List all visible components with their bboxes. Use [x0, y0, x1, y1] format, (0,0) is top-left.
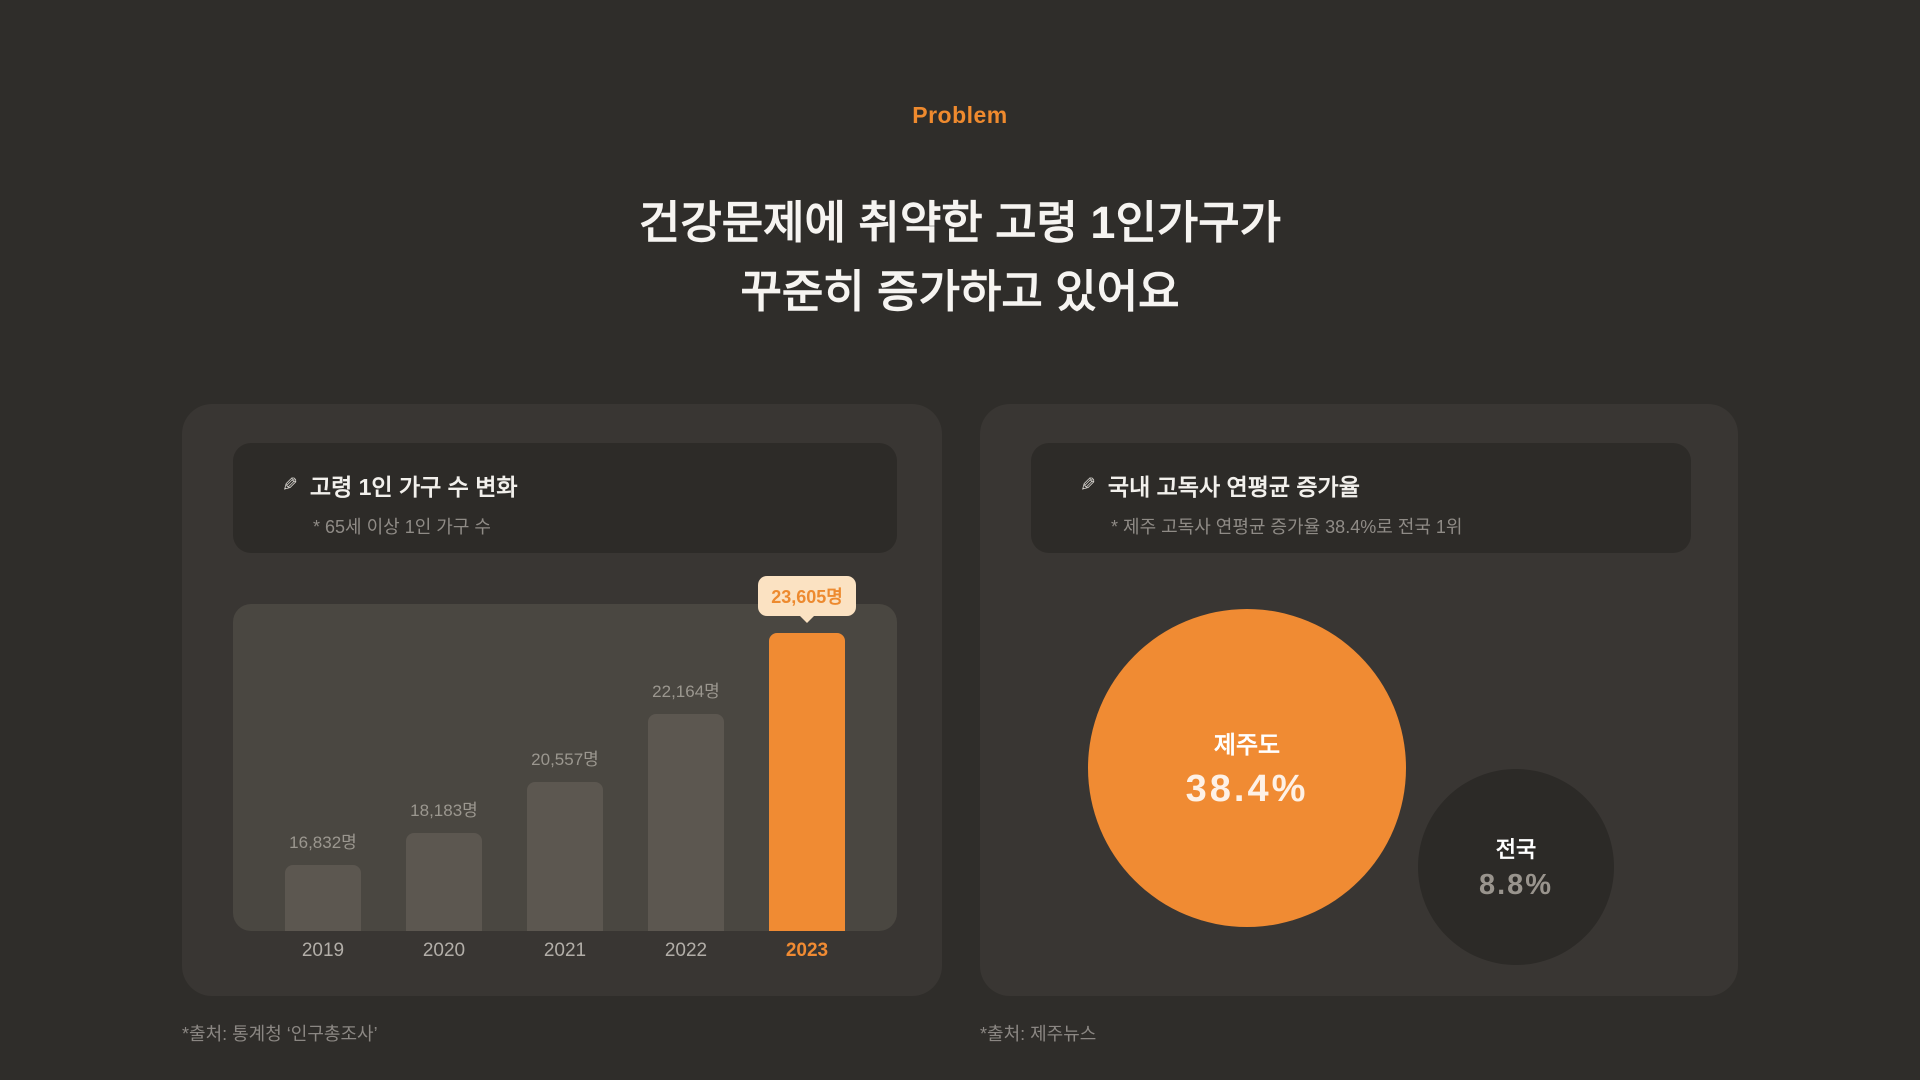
highlight-value-badge: 23,605명 — [758, 576, 856, 616]
card-subtitle: * 65세 이상 1인 가구 수 — [313, 517, 491, 537]
lonely-death-rate-card: ✎ 국내 고독사 연평균 증가율 * 제주 고독사 연평균 증가율 38.4%로… — [980, 404, 1738, 996]
page-title: 건강문제에 취약한 고령 1인가구가 꾸준히 증가하고 있어요 — [0, 188, 1920, 326]
household-bar-chart-card: ✎ 고령 1인 가구 수 변화 * 65세 이상 1인 가구 수 16,832명… — [182, 404, 942, 996]
year-label: 2020 — [422, 940, 466, 961]
bar — [527, 782, 603, 931]
card-header-row: ✎ 고령 1인 가구 수 변화 — [282, 468, 877, 502]
jeju-label: 제주도 — [1213, 732, 1281, 759]
bars-container: 16,832명 18,183명 20,557명 22,164명 23,605명 — [233, 576, 897, 931]
card-title: 고령 1인 가구 수 변화 — [309, 474, 518, 500]
card-header: ✎ 고령 1인 가구 수 변화 * 65세 이상 1인 가구 수 — [233, 443, 897, 553]
bar-group: 20,557명 — [527, 745, 603, 931]
x-axis-labels: 2019 2020 2021 2022 2023 — [233, 940, 897, 962]
card-subtitle: * 제주 고독사 연평균 증가율 38.4%로 전국 1위 — [1111, 517, 1463, 537]
bar-value-label: 16,832명 — [289, 833, 357, 852]
national-label: 전국 — [1495, 837, 1537, 862]
national-circle: 전국 8.8% — [1418, 769, 1614, 965]
eyebrow-label: Problem — [912, 102, 1008, 128]
card-title: 국내 고독사 연평균 증가율 — [1107, 474, 1360, 500]
pencil-icon: ✎ — [1080, 474, 1096, 496]
pencil-icon: ✎ — [282, 474, 298, 496]
bar-group: 16,832명 — [285, 828, 361, 931]
bar-value-label: 22,164명 — [652, 682, 720, 701]
jeju-circle: 제주도 38.4% — [1088, 609, 1406, 927]
bar-value-label: 20,557명 — [531, 750, 599, 769]
year-label: 2023 — [785, 940, 829, 961]
page-title-line1: 건강문제에 취약한 고령 1인가구가 — [638, 197, 1282, 248]
bar-chart: 16,832명 18,183명 20,557명 22,164명 23,605명 2019… — [233, 576, 897, 971]
bar-group: 18,183명 — [406, 796, 482, 931]
bar-group: 22,164명 — [648, 677, 724, 931]
year-label: 2021 — [543, 940, 587, 961]
bar — [406, 833, 482, 931]
card-header: ✎ 국내 고독사 연평균 증가율 * 제주 고독사 연평균 증가율 38.4%로… — [1031, 443, 1691, 553]
bar — [285, 865, 361, 931]
page-title-line2: 꾸준히 증가하고 있어요 — [740, 266, 1180, 317]
year-label: 2019 — [301, 940, 345, 961]
card-header-row: ✎ 국내 고독사 연평균 증가율 — [1080, 468, 1671, 502]
bar-highlighted — [769, 633, 845, 931]
bar — [648, 714, 724, 931]
jeju-value: 38.4% — [1185, 768, 1309, 810]
national-value: 8.8% — [1478, 869, 1554, 901]
source-right: *출처: 제주뉴스 — [980, 1024, 1097, 1044]
source-left: *출처: 통계청 ‘인구총조사’ — [182, 1024, 378, 1044]
bar-group: 23,605명 — [758, 576, 856, 931]
bar-value-label: 18,183명 — [410, 801, 478, 820]
year-label: 2022 — [664, 940, 708, 961]
